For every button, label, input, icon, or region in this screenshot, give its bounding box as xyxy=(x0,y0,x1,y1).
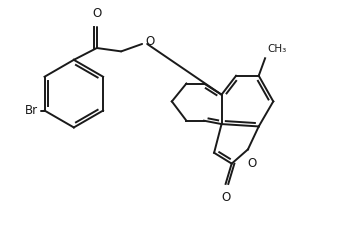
Text: O: O xyxy=(92,7,102,20)
Text: O: O xyxy=(145,35,154,48)
Text: Br: Br xyxy=(25,104,39,117)
Text: CH₃: CH₃ xyxy=(268,44,287,54)
Text: O: O xyxy=(222,191,231,204)
Text: O: O xyxy=(248,157,257,170)
